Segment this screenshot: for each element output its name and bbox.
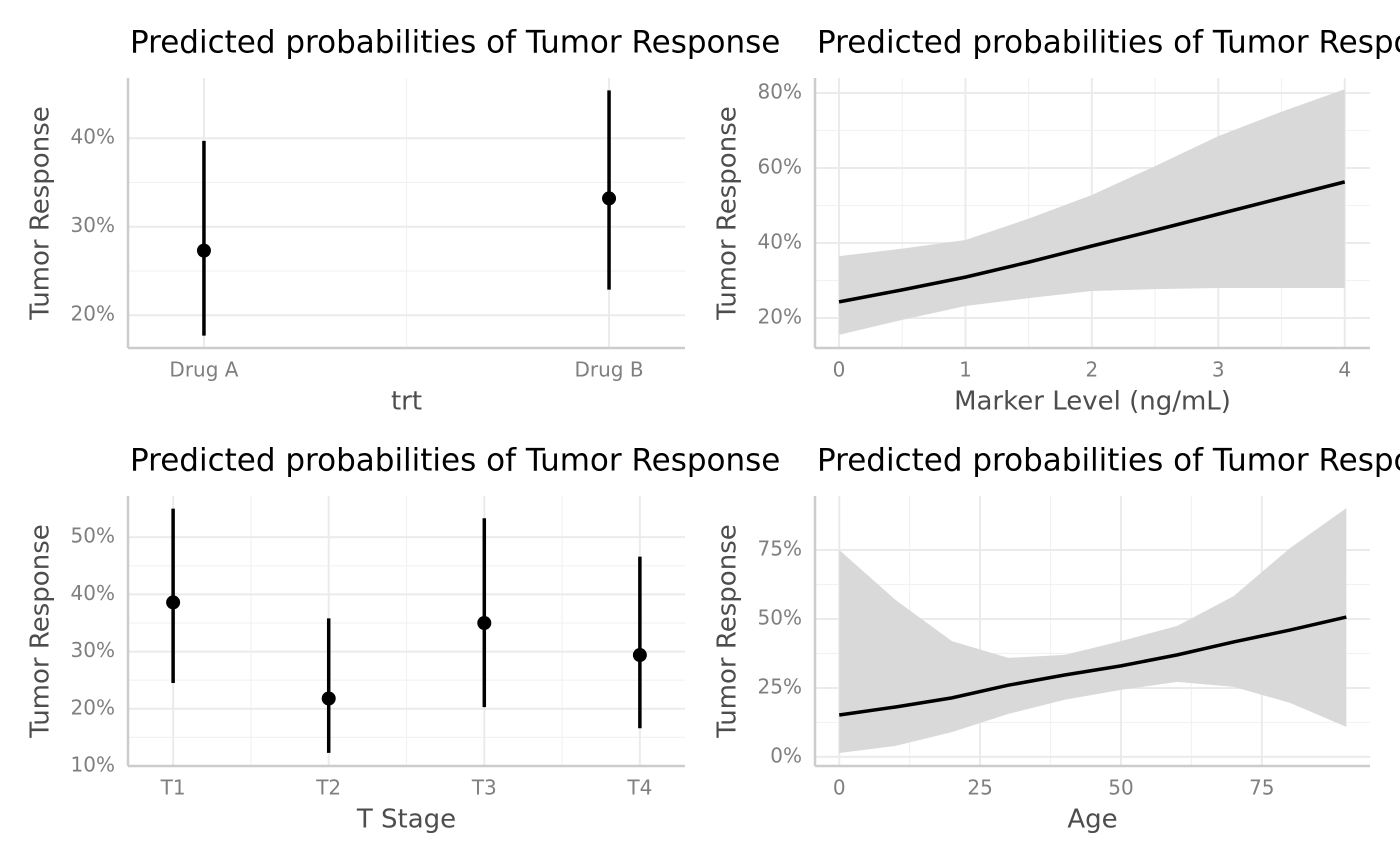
x-tick-label: 4 xyxy=(1338,358,1351,382)
point xyxy=(196,243,211,258)
x-axis-title: trt xyxy=(391,387,422,417)
x-tick-label: T2 xyxy=(315,776,341,800)
y-tick-label: 20% xyxy=(71,695,115,719)
x-tick-label: 50 xyxy=(1108,776,1133,800)
x-tick-label: T4 xyxy=(626,776,652,800)
y-axis-title: Tumor Response xyxy=(26,524,56,738)
line xyxy=(838,615,1347,717)
point xyxy=(321,691,336,706)
x-tick-label: 1 xyxy=(959,358,972,382)
y-tick-label: 30% xyxy=(71,638,115,662)
y-axis-title: Tumor Response xyxy=(713,106,743,320)
x-tick-label: 0 xyxy=(833,776,846,800)
x-tick-label: T1 xyxy=(160,776,186,800)
x-tick-label: 0 xyxy=(833,358,846,382)
point xyxy=(632,648,647,663)
x-tick-label: Drug A xyxy=(169,358,238,382)
x-tick-label: 3 xyxy=(1212,358,1225,382)
line xyxy=(838,180,1346,304)
x-tick-label: 2 xyxy=(1086,358,1099,382)
confidence-band xyxy=(839,508,1347,754)
y-tick-label: 25% xyxy=(758,674,802,698)
y-tick-label: 40% xyxy=(71,581,115,605)
x-tick-label: 25 xyxy=(967,776,992,800)
y-tick-label: 80% xyxy=(758,80,802,104)
chart-title: Predicted probabilities of Tumor Respons… xyxy=(130,443,780,479)
y-tick-label: 40% xyxy=(71,125,115,149)
confidence-band xyxy=(839,89,1345,335)
y-tick-label: 50% xyxy=(758,606,802,630)
y-tick-label: 60% xyxy=(758,155,802,179)
y-tick-label: 0% xyxy=(770,743,802,767)
x-axis-title: Age xyxy=(1067,805,1117,835)
chart-title: Predicted probabilities of Tumor Respons… xyxy=(130,25,780,61)
point xyxy=(602,191,617,206)
y-tick-label: 30% xyxy=(71,213,115,237)
point xyxy=(477,615,492,630)
y-tick-label: 75% xyxy=(758,537,802,561)
x-tick-label: T3 xyxy=(471,776,497,800)
y-tick-label: 40% xyxy=(758,230,802,254)
chart-title: Predicted probabilities of Tumor Respons… xyxy=(817,25,1400,61)
y-tick-label: 20% xyxy=(758,305,802,329)
x-tick-label: 75 xyxy=(1249,776,1274,800)
x-axis-title: Marker Level (ng/mL) xyxy=(954,387,1231,417)
y-axis-title: Tumor Response xyxy=(713,524,743,738)
y-tick-label: 50% xyxy=(71,524,115,548)
y-axis-title: Tumor Response xyxy=(26,106,56,320)
x-tick-label: Drug B xyxy=(575,358,644,382)
point xyxy=(166,595,181,610)
x-axis-title: T Stage xyxy=(356,805,456,835)
y-tick-label: 20% xyxy=(71,302,115,326)
y-tick-label: 10% xyxy=(71,753,115,777)
chart-title: Predicted probabilities of Tumor Respons… xyxy=(817,443,1400,479)
